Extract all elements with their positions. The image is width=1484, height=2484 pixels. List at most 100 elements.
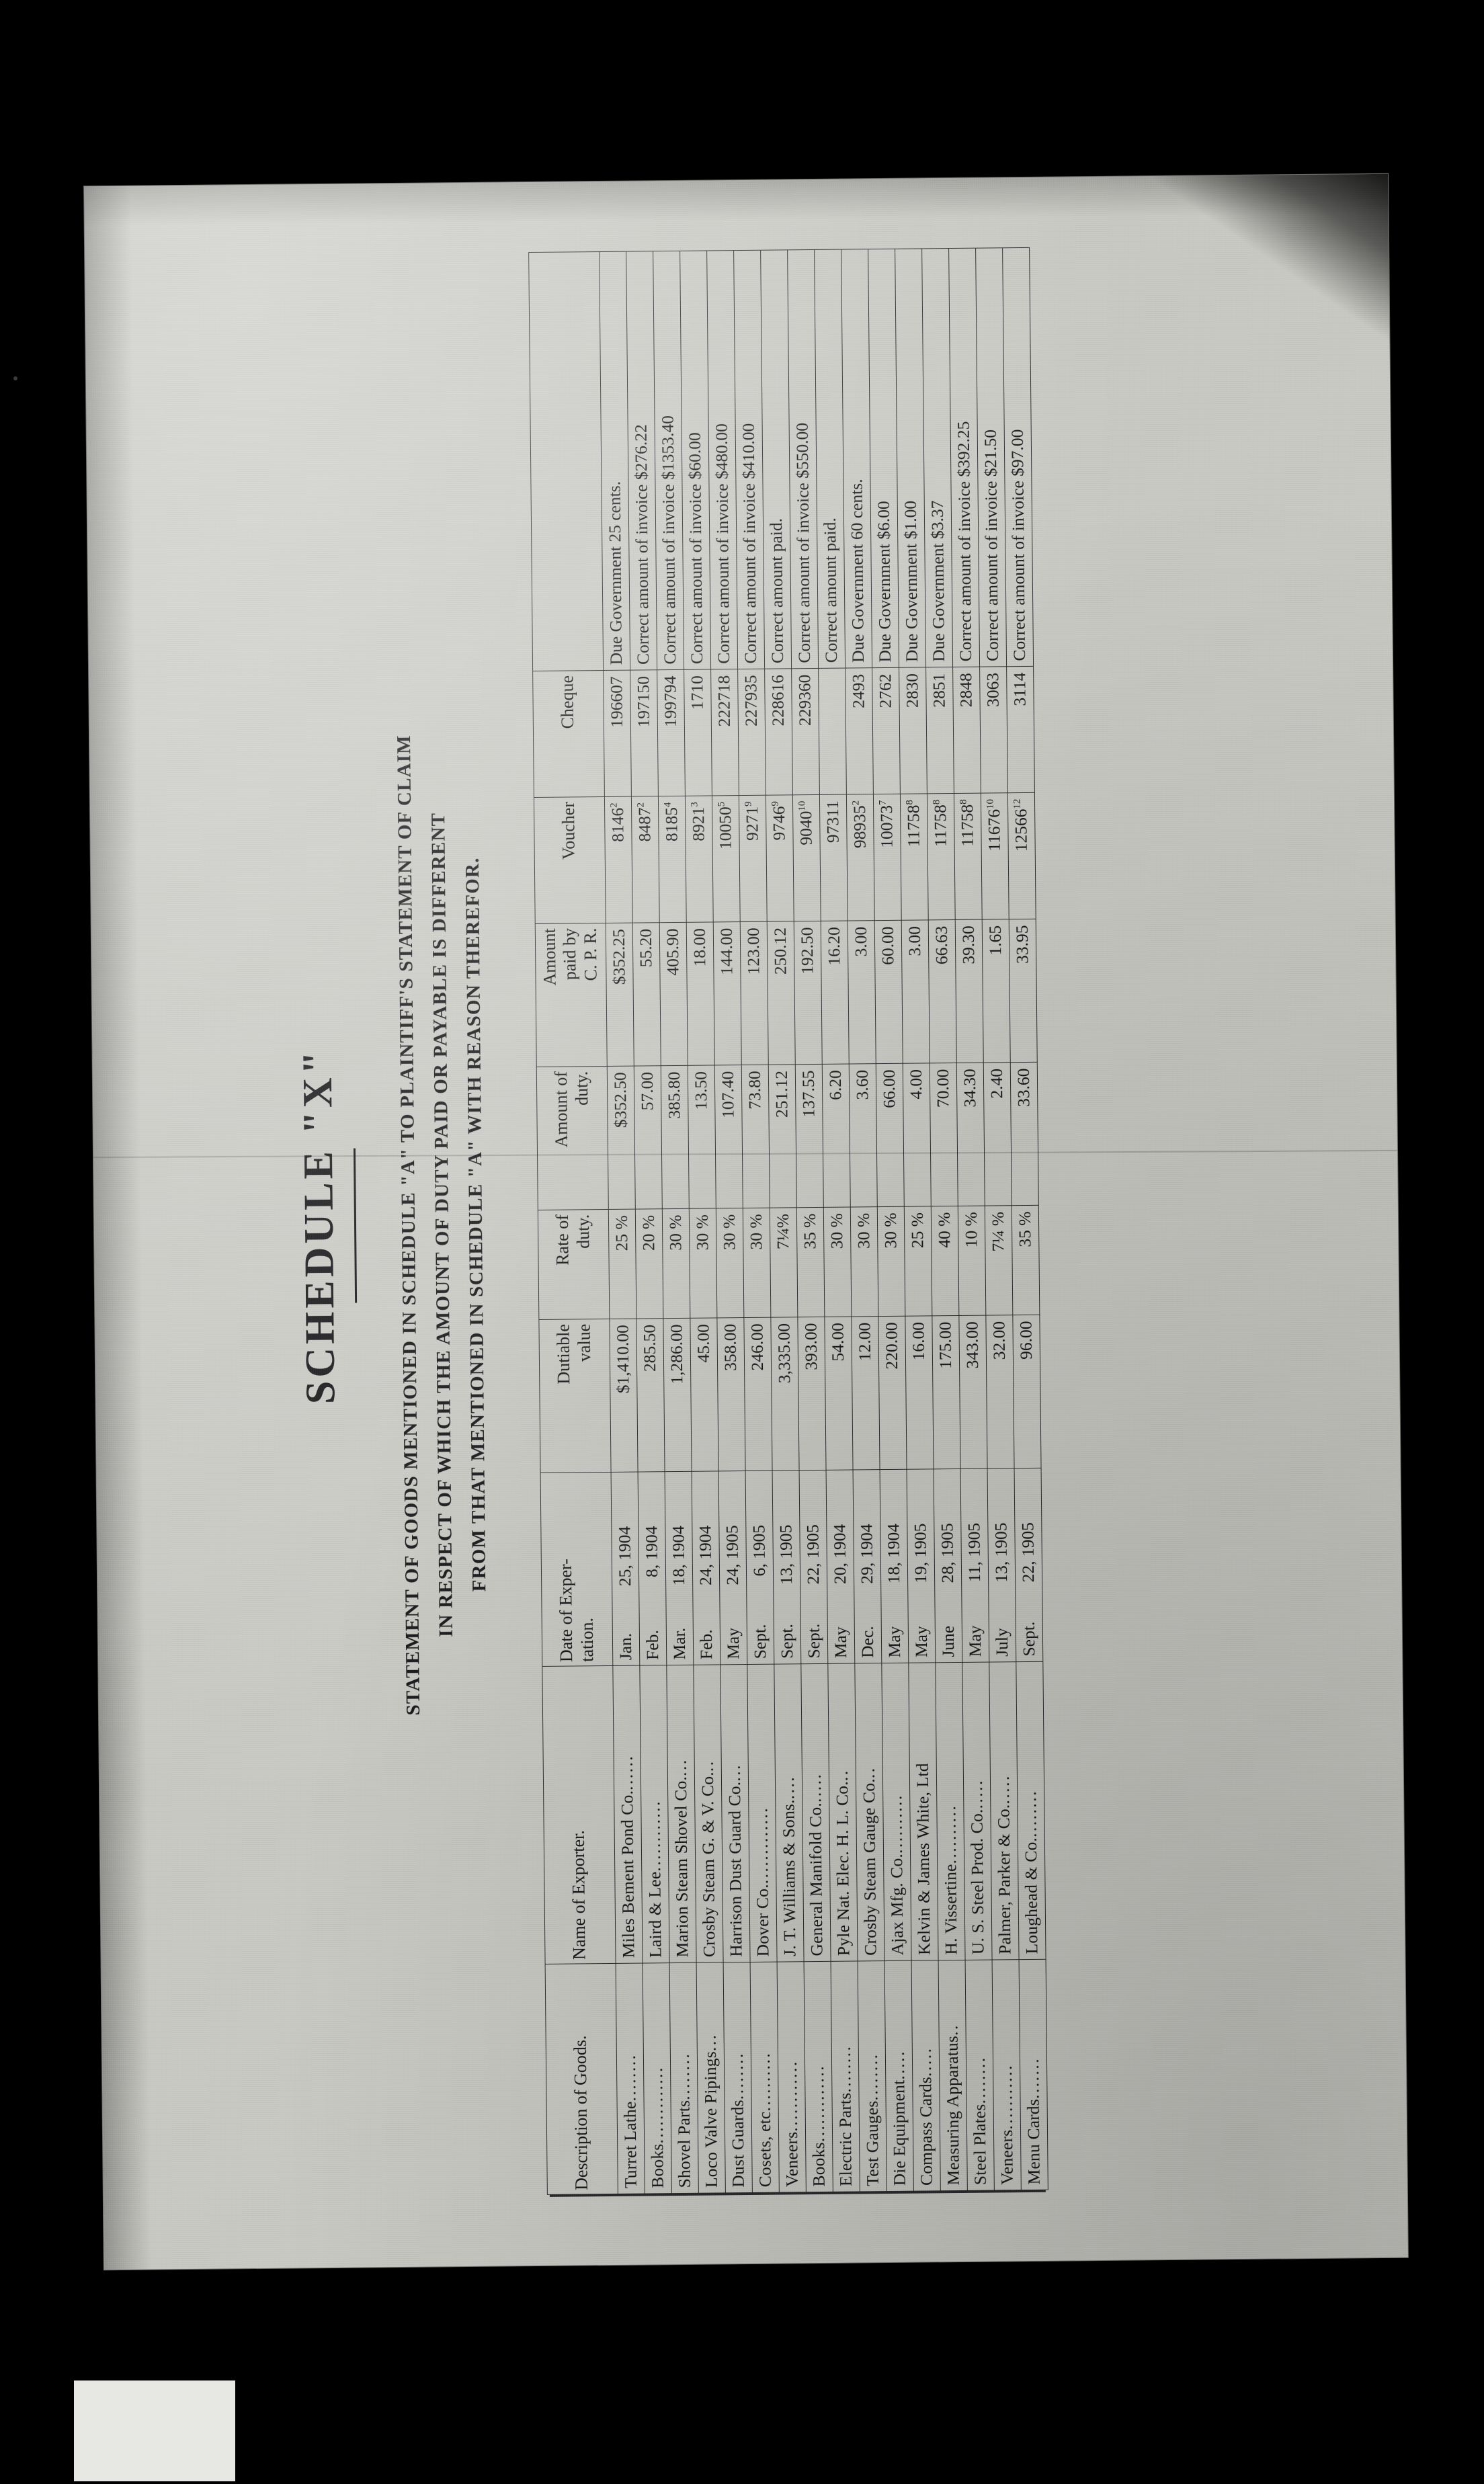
date-day: 8, bbox=[642, 1564, 662, 1578]
cell-amount-of-duty: 70.00 bbox=[929, 1063, 958, 1207]
date-month: May bbox=[723, 1627, 743, 1659]
date-day: 6, bbox=[749, 1563, 770, 1577]
date-year: 1904 bbox=[856, 1524, 877, 1559]
speck bbox=[13, 376, 17, 380]
cell-exporter: General Manifold Co...... bbox=[800, 1663, 831, 1962]
date-day: 18, bbox=[669, 1564, 689, 1586]
cell-remark: Due Government $6.00 bbox=[868, 249, 899, 669]
cell-amount-paid-cpr: 60.00 bbox=[874, 920, 903, 1065]
date-month: June bbox=[938, 1625, 958, 1657]
cell-amount-paid-cpr: $352.25 bbox=[605, 923, 634, 1067]
date-month: Feb. bbox=[696, 1629, 716, 1660]
cell-voucher: 100737 bbox=[873, 794, 901, 921]
date-month: July bbox=[992, 1628, 1012, 1657]
date-day: 24, bbox=[696, 1563, 716, 1586]
date-year: 1904 bbox=[883, 1523, 904, 1559]
leader-dots: .......... bbox=[754, 2051, 775, 2112]
date-day: 24, bbox=[723, 1563, 743, 1585]
column-header-remarks bbox=[528, 252, 604, 672]
leader-dots: ............. bbox=[751, 1806, 772, 1885]
cell-voucher: 84872 bbox=[631, 796, 659, 923]
voucher-superscript: 10 bbox=[985, 798, 996, 810]
cell-dutiable-value: 12.00 bbox=[851, 1317, 880, 1471]
cell-rate-of-duty: 10 % bbox=[957, 1206, 986, 1316]
cell-rate-of-duty: 30 % bbox=[661, 1208, 690, 1319]
leader-dots: ............ bbox=[644, 1799, 665, 1872]
date-year: 1905 bbox=[802, 1524, 823, 1559]
dutiable-header-line-1: Dutiable bbox=[553, 1323, 574, 1384]
date-year: 1904 bbox=[695, 1525, 716, 1560]
date-day: 19, bbox=[911, 1561, 931, 1584]
leader-dots: ........ bbox=[862, 2053, 882, 2101]
cell-exporter: Miles Bement Pond Co....... bbox=[612, 1665, 643, 1964]
cell-remark: Correct amount of invoice $480.00 bbox=[706, 251, 738, 670]
leader-dots: .. bbox=[859, 1766, 879, 1779]
cell-remark: Due Government 60 cents. bbox=[841, 249, 872, 669]
cell-rate-of-duty: 30 % bbox=[850, 1207, 878, 1317]
date-day: 11, bbox=[964, 1561, 985, 1583]
date-day: 22, bbox=[1018, 1561, 1038, 1583]
cpr-header-line-3: C. P. R. bbox=[580, 927, 601, 981]
date-year: 1905 bbox=[937, 1523, 958, 1558]
cell-remark: Correct amount of invoice $1353.40 bbox=[653, 251, 684, 671]
cell-dutiable-value: 32.00 bbox=[985, 1315, 1014, 1469]
cell-amount-of-duty: $352.50 bbox=[606, 1066, 635, 1210]
cell-exporter: Marion Steam Shovel Co.... bbox=[666, 1665, 696, 1964]
cpr-header-line-1: Amount bbox=[539, 928, 560, 986]
amount-header-line-2: duty. bbox=[571, 1071, 591, 1106]
date-day: 18, bbox=[884, 1562, 904, 1584]
cell-amount-paid-cpr: 1.65 bbox=[981, 919, 1010, 1063]
cell-amount-of-duty: 66.00 bbox=[875, 1063, 904, 1208]
document-content: SCHEDULE "X" STATEMENT OF GOODS MENTIONE… bbox=[145, 225, 1347, 2219]
cell-remark: Correct amount of invoice $392.25 bbox=[948, 248, 980, 668]
cell-dutiable-value: 1,286.00 bbox=[663, 1318, 692, 1473]
column-header-amount-of-duty: Amount of duty. bbox=[536, 1066, 608, 1210]
date-year: 1904 bbox=[641, 1526, 662, 1561]
cell-description: Electric Parts........ bbox=[830, 1961, 860, 2192]
cell-date: Feb. 8, 1904 bbox=[637, 1472, 667, 1666]
voucher-superscript: 12 bbox=[1012, 798, 1023, 809]
cell-cheque: 228616 bbox=[764, 669, 793, 796]
cell-description: Compass Cards..... bbox=[911, 1960, 940, 2192]
leader-dots: .... bbox=[778, 1775, 798, 1800]
cell-exporter: J. T. Williams & Sons..... bbox=[774, 1664, 804, 1962]
column-header-date: Date of Exper- tation. bbox=[540, 1472, 613, 1667]
leader-dots: ........ bbox=[727, 2052, 747, 2100]
date-month: May bbox=[831, 1626, 851, 1659]
cell-amount-of-duty: 33.60 bbox=[1009, 1062, 1038, 1206]
leader-dots: ..... bbox=[889, 2050, 909, 2080]
cell-description: Cosets, etc.......... bbox=[749, 1962, 779, 2193]
cell-amount-of-duty: 107.40 bbox=[714, 1065, 743, 1209]
leader-dots: ............ bbox=[781, 2060, 802, 2132]
cell-cheque bbox=[818, 668, 847, 795]
cell-description: Die Equipment..... bbox=[884, 1960, 913, 2192]
voucher-superscript: 9 bbox=[743, 801, 754, 807]
cell-remark: Due Government 25 cents. bbox=[599, 251, 630, 671]
cell-exporter: Crosby Steam Gauge Co... bbox=[854, 1663, 884, 1962]
date-year: 1905 bbox=[749, 1524, 770, 1560]
voucher-superscript: 7 bbox=[877, 800, 889, 806]
cell-description: Test Gauges........ bbox=[857, 1961, 887, 2192]
cell-amount-of-duty: 13.50 bbox=[687, 1065, 716, 1209]
cell-cheque: 3063 bbox=[979, 667, 1008, 794]
date-year: 1905 bbox=[1018, 1522, 1038, 1557]
cell-cheque: 2493 bbox=[845, 668, 874, 795]
cell-cheque: 199794 bbox=[657, 669, 686, 797]
date-year: 1904 bbox=[614, 1526, 635, 1561]
date-month: May bbox=[965, 1625, 985, 1657]
cell-exporter: Ajax Mfg. Co........... bbox=[881, 1663, 911, 1962]
cell-rate-of-duty: 30 % bbox=[742, 1208, 771, 1319]
date-month: Mar. bbox=[669, 1627, 690, 1660]
leader-dots: ..... bbox=[966, 1779, 987, 1809]
cell-dutiable-value: 220.00 bbox=[878, 1316, 907, 1471]
date-header-line-2: tation. bbox=[577, 1617, 597, 1662]
leader-dots: ........... bbox=[996, 2063, 1017, 2130]
cell-date: July 13, 1905 bbox=[987, 1468, 1016, 1663]
cell-dutiable-value: 175.00 bbox=[932, 1315, 960, 1470]
cell-remark: Correct amount of invoice $410.00 bbox=[733, 250, 765, 670]
date-month: Sept. bbox=[750, 1624, 770, 1659]
cell-description: Dust Guards........ bbox=[723, 1962, 752, 2194]
cell-rate-of-duty: 40 % bbox=[930, 1206, 959, 1317]
voucher-superscript: 9 bbox=[770, 800, 781, 806]
date-month: Jan. bbox=[616, 1632, 636, 1661]
